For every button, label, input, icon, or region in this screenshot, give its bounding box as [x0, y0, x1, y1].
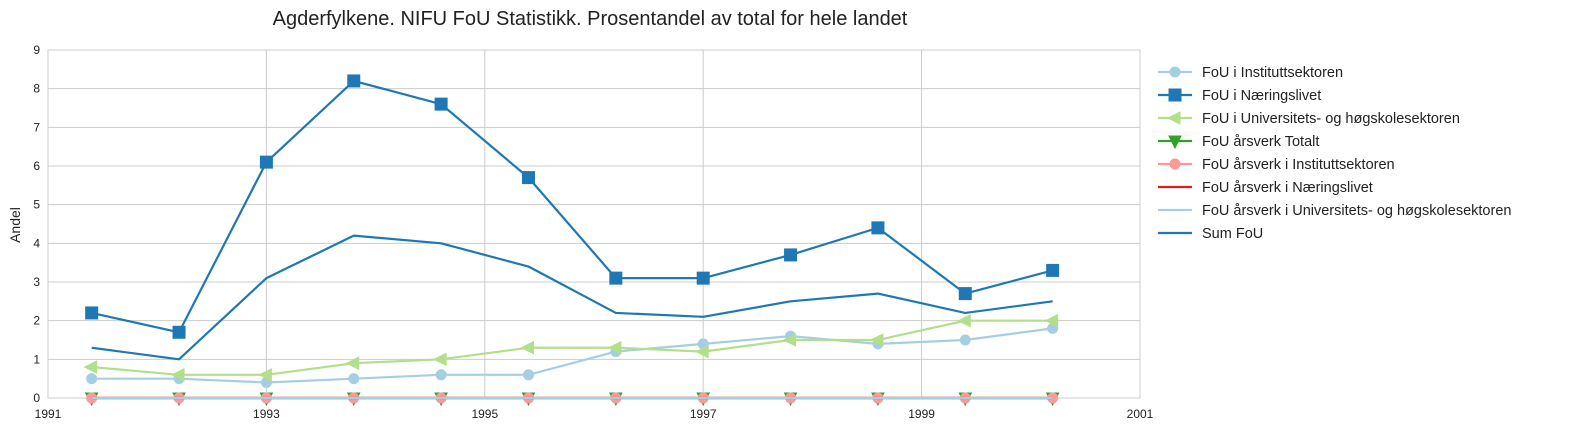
y-tick-label: 7 [33, 120, 40, 134]
legend-label: FoU i Næringslivet [1202, 88, 1321, 104]
data-point [695, 344, 709, 359]
legend-item: FoU årsverk i Universitets- og høgskoles… [1158, 203, 1511, 219]
legend-item: FoU årsverk i Næringslivet [1158, 180, 1373, 196]
plot-area [47, 49, 1141, 399]
series [85, 74, 1060, 339]
y-axis-label: Andel [7, 207, 23, 243]
data-point [957, 313, 971, 328]
data-point [607, 340, 622, 355]
series-line [91, 234, 1053, 361]
series [91, 234, 1053, 361]
series-line [91, 319, 1053, 376]
legend-label: FoU i Universitets- og høgskolesektoren [1202, 111, 1460, 127]
y-tick-label: 4 [33, 236, 40, 250]
x-tick-label: 1997 [690, 407, 717, 421]
data-point [1168, 135, 1182, 150]
data-point [782, 333, 797, 347]
x-tick-label: 2001 [1127, 407, 1154, 421]
series-line [91, 327, 1053, 384]
y-tick-label: 5 [33, 198, 40, 212]
y-tick-label: 1 [33, 352, 40, 366]
data-point [170, 367, 185, 382]
legend-label: FoU i Instituttsektoren [1202, 65, 1343, 81]
y-tick-label: 2 [33, 314, 40, 328]
x-tick-label: 1995 [471, 407, 498, 421]
chart-title: Agderfylkene. NIFU FoU Statistikk. Prose… [273, 8, 908, 30]
legend-label: FoU årsverk i Universitets- og høgskoles… [1202, 203, 1511, 219]
x-tick-label: 1993 [253, 407, 280, 421]
data-point [433, 352, 447, 367]
legend: FoU i Instituttsektoren FoU i Næringslive… [1158, 65, 1511, 242]
data-point [434, 97, 448, 111]
x-tick-label: 1999 [908, 407, 935, 421]
data-point [1046, 263, 1060, 277]
y-tick-label: 8 [33, 82, 40, 96]
data-point [347, 74, 361, 88]
legend-label: FoU årsverk Totalt [1202, 134, 1319, 150]
data-point [871, 221, 885, 235]
grid [47, 49, 1141, 399]
series-group [83, 74, 1060, 407]
y-tick-label: 9 [33, 43, 40, 57]
legend-label: FoU årsverk i Instituttsektoren [1202, 157, 1395, 173]
legend-item: FoU i Universitets- og høgskolesektoren [1158, 111, 1460, 127]
data-point [348, 373, 360, 385]
data-point [258, 367, 272, 382]
data-point [1044, 313, 1059, 328]
legend-item: FoU i Instituttsektoren [1158, 65, 1343, 81]
data-point [1168, 88, 1182, 102]
data-point [259, 155, 273, 169]
data-point [1169, 66, 1181, 78]
data-point [869, 333, 884, 347]
data-point [959, 334, 971, 346]
series [83, 313, 1059, 382]
legend-item: FoU årsverk Totalt [1158, 134, 1319, 150]
x-axis: 1991 1993 1995 1997 1999 2001 [35, 407, 1154, 421]
data-point [609, 271, 623, 285]
data-point [696, 271, 710, 285]
data-point [520, 340, 534, 355]
data-point [435, 369, 447, 381]
data-point [521, 171, 535, 185]
y-tick-label: 6 [33, 159, 40, 173]
data-point [345, 356, 360, 371]
legend-item: FoU årsverk i Instituttsektoren [1158, 157, 1395, 173]
data-point [958, 287, 972, 301]
legend-label: Sum FoU [1202, 226, 1263, 242]
data-point [784, 248, 798, 262]
series-line [91, 79, 1053, 334]
data-point [83, 360, 98, 374]
data-point [86, 373, 98, 385]
legend-label: FoU årsverk i Næringslivet [1202, 180, 1373, 196]
data-point [522, 369, 534, 381]
data-point [1169, 158, 1181, 170]
legend-item: FoU i Næringslivet [1158, 88, 1321, 104]
data-point [85, 306, 99, 320]
x-tick-label: 1991 [35, 407, 62, 421]
y-tick-label: 0 [33, 391, 40, 405]
data-point [172, 325, 186, 339]
legend-item: Sum FoU [1158, 226, 1263, 242]
y-axis: 0 1 2 3 4 5 6 7 8 9 [33, 43, 40, 405]
y-tick-label: 3 [33, 275, 40, 289]
data-point [1166, 111, 1181, 125]
